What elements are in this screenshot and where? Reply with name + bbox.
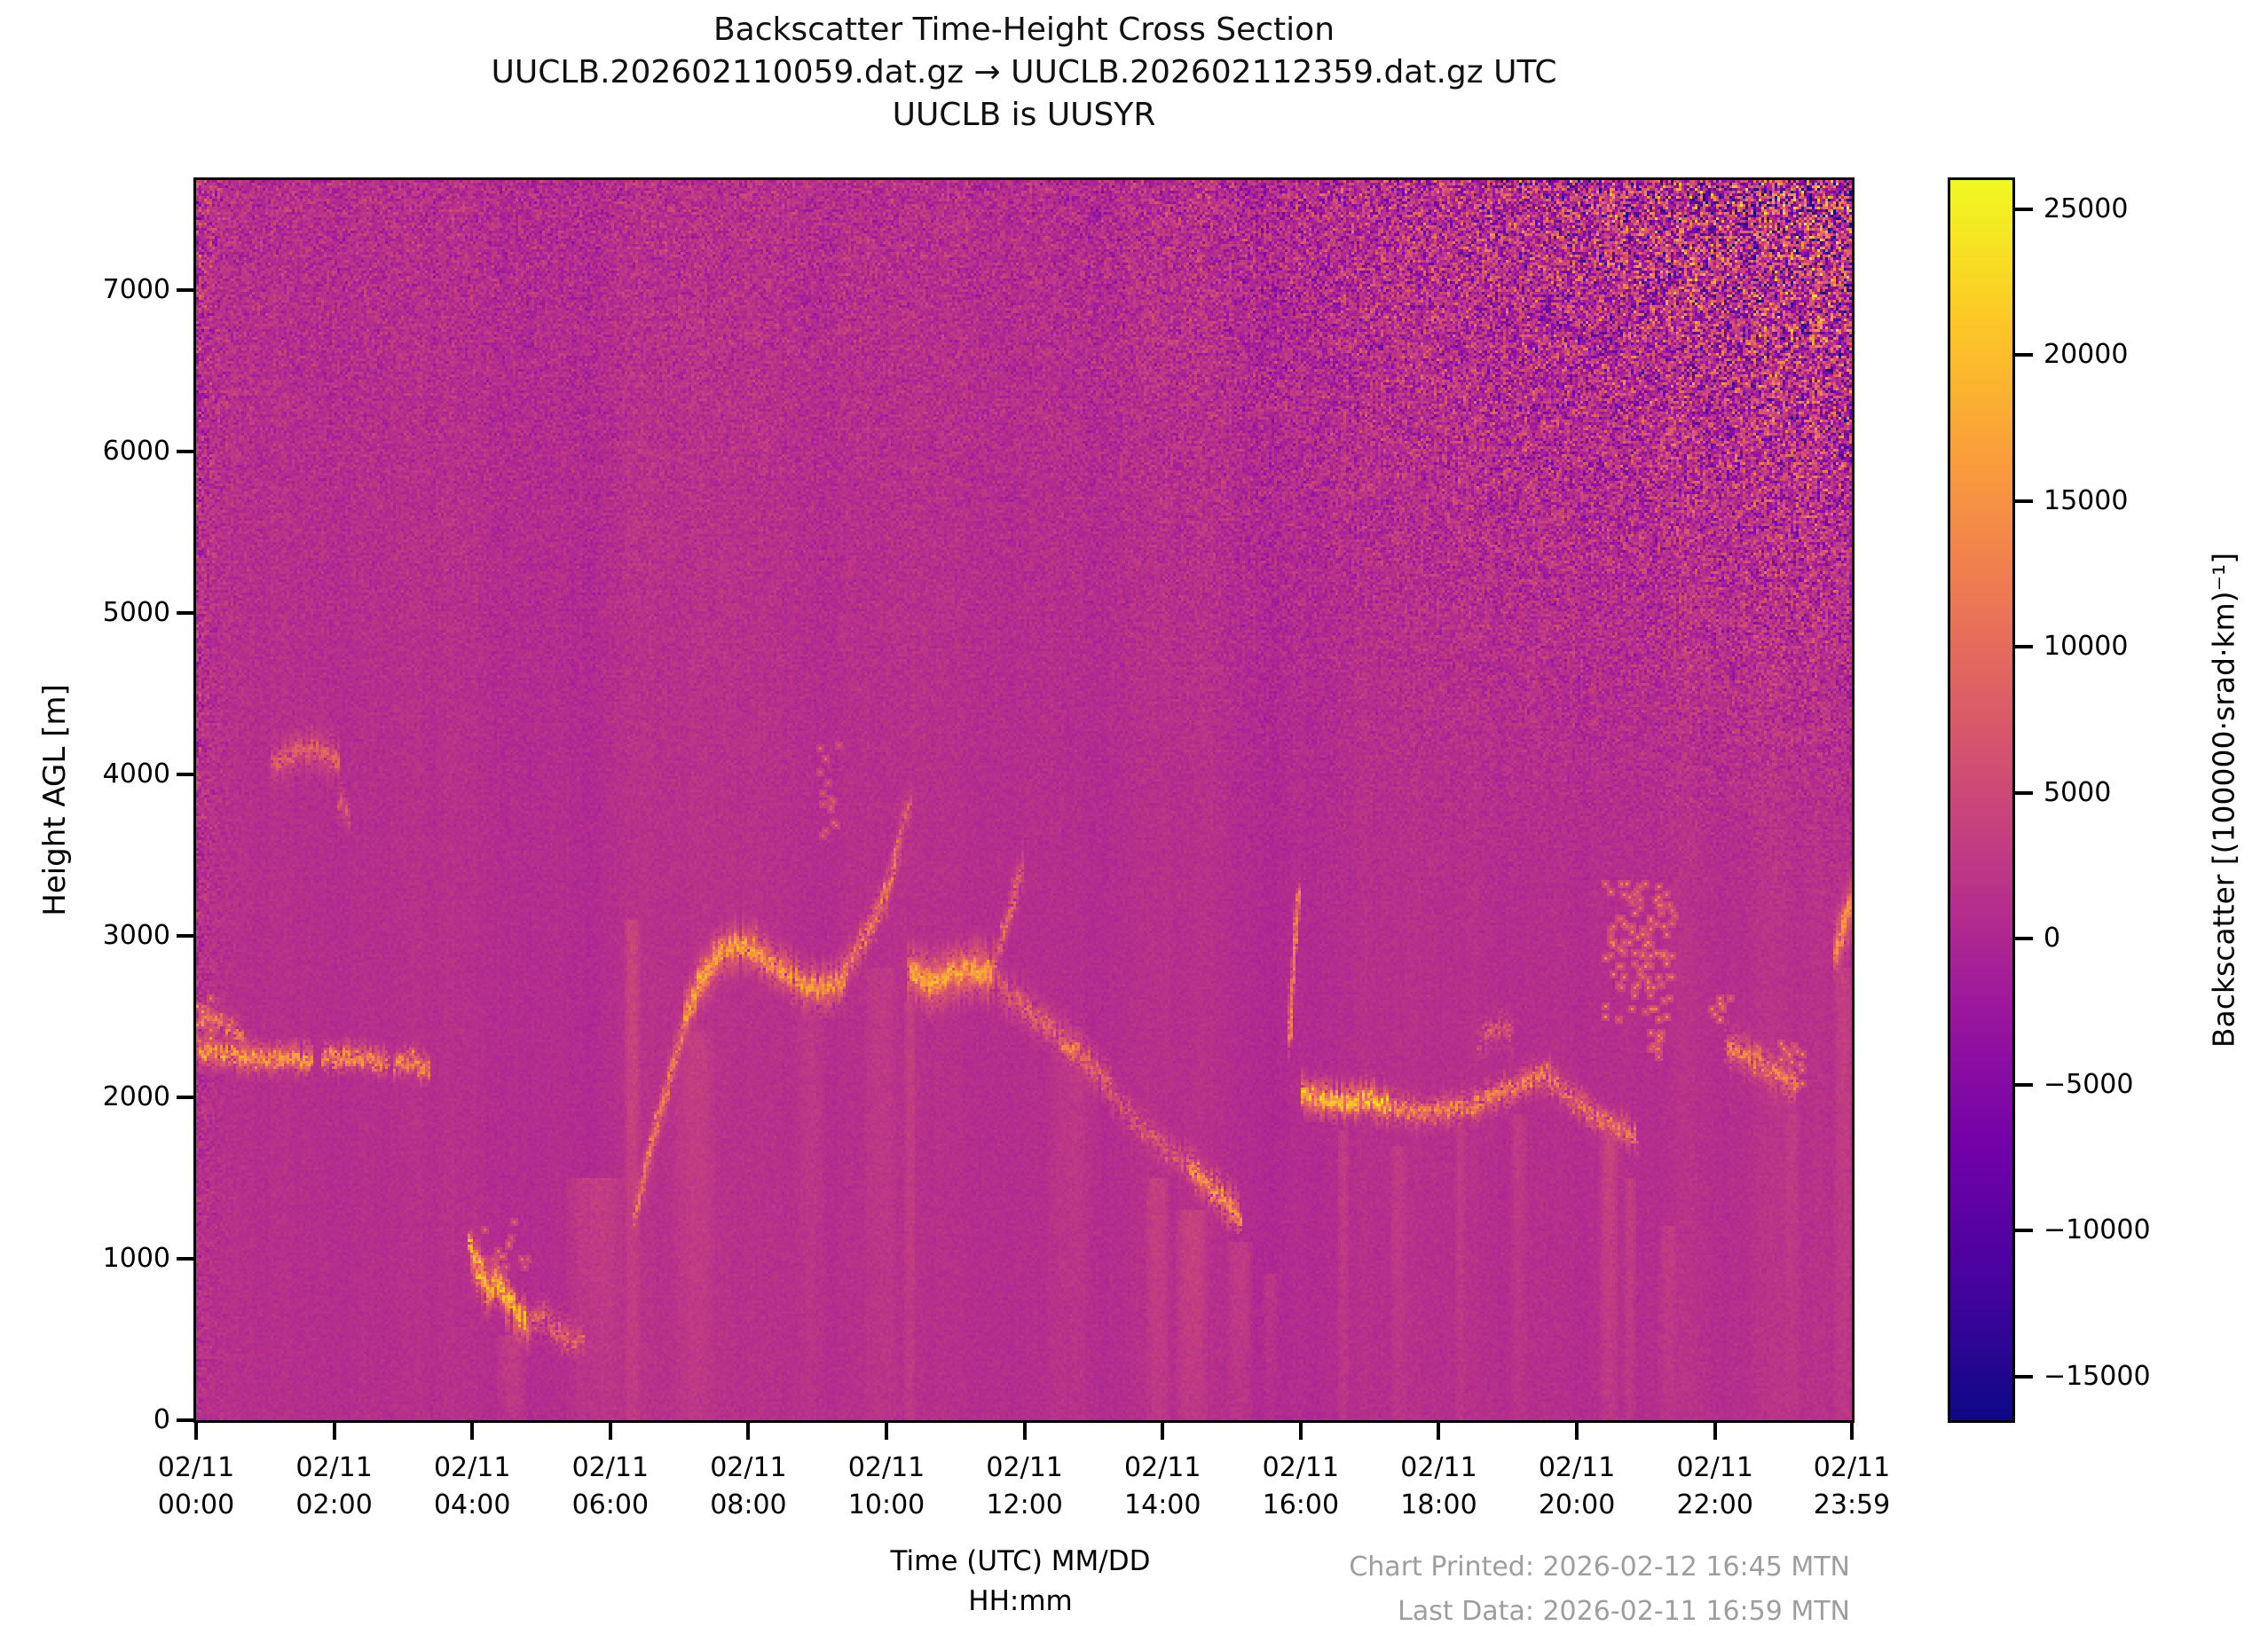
y-tick-mark xyxy=(177,1256,196,1261)
colorbar-tick-label: −15000 xyxy=(2044,1360,2151,1392)
colorbar-tick-mark xyxy=(2015,1082,2033,1087)
colorbar-tick-label: 25000 xyxy=(2044,192,2129,224)
last-data-timestamp: Last Data: 2026-02-11 16:59 MTN xyxy=(1398,1596,1850,1627)
y-axis-label: Height AGL [m] xyxy=(37,684,73,916)
chart-subtitle-station: UUCLB is UUSYR xyxy=(892,97,1156,133)
colorbar-tick-mark xyxy=(2015,790,2033,795)
x-tick-mark xyxy=(332,1422,336,1440)
colorbar-tick-label: 15000 xyxy=(2044,484,2129,516)
chart-title: Backscatter Time-Height Cross Section xyxy=(713,12,1335,48)
x-tick-mark xyxy=(1161,1422,1165,1440)
y-tick-label: 2000 xyxy=(102,1080,170,1112)
x-tick-label: 02/11 14:00 xyxy=(1124,1452,1201,1520)
y-tick-label: 1000 xyxy=(102,1242,170,1274)
y-tick-label: 3000 xyxy=(102,919,170,951)
colorbar-tick-label: −10000 xyxy=(2044,1214,2151,1246)
print-info: Chart Printed: 2026-02-12 16:45 MTN Last… xyxy=(1349,1545,1850,1634)
x-tick-label: 02/11 08:00 xyxy=(710,1452,787,1520)
colorbar-tick-mark xyxy=(2015,207,2033,211)
x-tick-label: 02/11 04:00 xyxy=(433,1452,511,1520)
y-tick-mark xyxy=(177,610,196,615)
x-tick-mark xyxy=(1850,1422,1854,1440)
colorbar-tick-mark xyxy=(2015,1229,2033,1233)
x-tick-label: 02/11 02:00 xyxy=(295,1452,373,1520)
x-tick-mark xyxy=(194,1422,198,1440)
backscatter-heatmap xyxy=(196,180,1852,1420)
x-tick-mark xyxy=(1437,1422,1441,1440)
colorbar-tick-mark xyxy=(2015,499,2033,503)
x-axis-label-line2: HH:mm xyxy=(968,1585,1073,1617)
chart-printed-timestamp: Chart Printed: 2026-02-12 16:45 MTN xyxy=(1349,1552,1850,1583)
x-tick-mark xyxy=(608,1422,612,1440)
x-tick-label: 02/11 22:00 xyxy=(1676,1452,1753,1520)
y-tick-mark xyxy=(177,287,196,292)
colorbar-tick-label: 0 xyxy=(2044,923,2061,954)
y-tick-mark xyxy=(177,933,196,938)
colorbar-tick-mark xyxy=(2015,353,2033,357)
y-tick-mark xyxy=(177,449,196,453)
x-tick-mark xyxy=(746,1422,751,1440)
x-tick-mark xyxy=(1298,1422,1303,1440)
y-tick-label: 6000 xyxy=(102,435,170,467)
y-tick-label: 4000 xyxy=(102,758,170,790)
x-tick-mark xyxy=(1713,1422,1717,1440)
colorbar-tick-label: 10000 xyxy=(2044,631,2129,663)
x-tick-mark xyxy=(1575,1422,1579,1440)
colorbar-tick-mark xyxy=(2015,937,2033,941)
colorbar-tick-label: −5000 xyxy=(2044,1068,2134,1100)
colorbar-tick-mark xyxy=(2015,645,2033,649)
colorbar-tick-label: 20000 xyxy=(2044,339,2129,371)
y-tick-label: 5000 xyxy=(102,596,170,628)
x-axis-label: Time (UTC) MM/DD HH:mm xyxy=(891,1542,1151,1622)
x-tick-label: 02/11 18:00 xyxy=(1400,1452,1477,1520)
y-tick-label: 7000 xyxy=(102,273,170,305)
y-tick-mark xyxy=(177,1418,196,1422)
x-axis-label-line1: Time (UTC) MM/DD xyxy=(890,1545,1151,1577)
x-tick-mark xyxy=(470,1422,475,1440)
x-tick-label: 02/11 00:00 xyxy=(157,1452,235,1520)
x-tick-mark xyxy=(885,1422,889,1440)
colorbar-tick-label: 5000 xyxy=(2044,776,2112,808)
colorbar-tick-mark xyxy=(2015,1374,2033,1379)
colorbar-label: Backscatter [(100000·srad·km)⁻¹] xyxy=(2206,552,2241,1049)
y-tick-mark xyxy=(177,772,196,776)
x-tick-label: 02/11 23:59 xyxy=(1813,1452,1891,1520)
x-tick-label: 02/11 10:00 xyxy=(847,1452,925,1520)
y-tick-mark xyxy=(177,1095,196,1099)
x-tick-label: 02/11 16:00 xyxy=(1262,1452,1340,1520)
chart-subtitle: UUCLB.202602110059.dat.gz → UUCLB.202602… xyxy=(491,54,1557,90)
x-tick-label: 02/11 20:00 xyxy=(1538,1452,1616,1520)
x-tick-label: 02/11 06:00 xyxy=(571,1452,650,1520)
x-tick-label: 02/11 12:00 xyxy=(986,1452,1063,1520)
y-tick-label: 0 xyxy=(153,1404,170,1435)
x-tick-mark xyxy=(1022,1422,1027,1440)
colorbar-gradient xyxy=(1950,180,2012,1420)
